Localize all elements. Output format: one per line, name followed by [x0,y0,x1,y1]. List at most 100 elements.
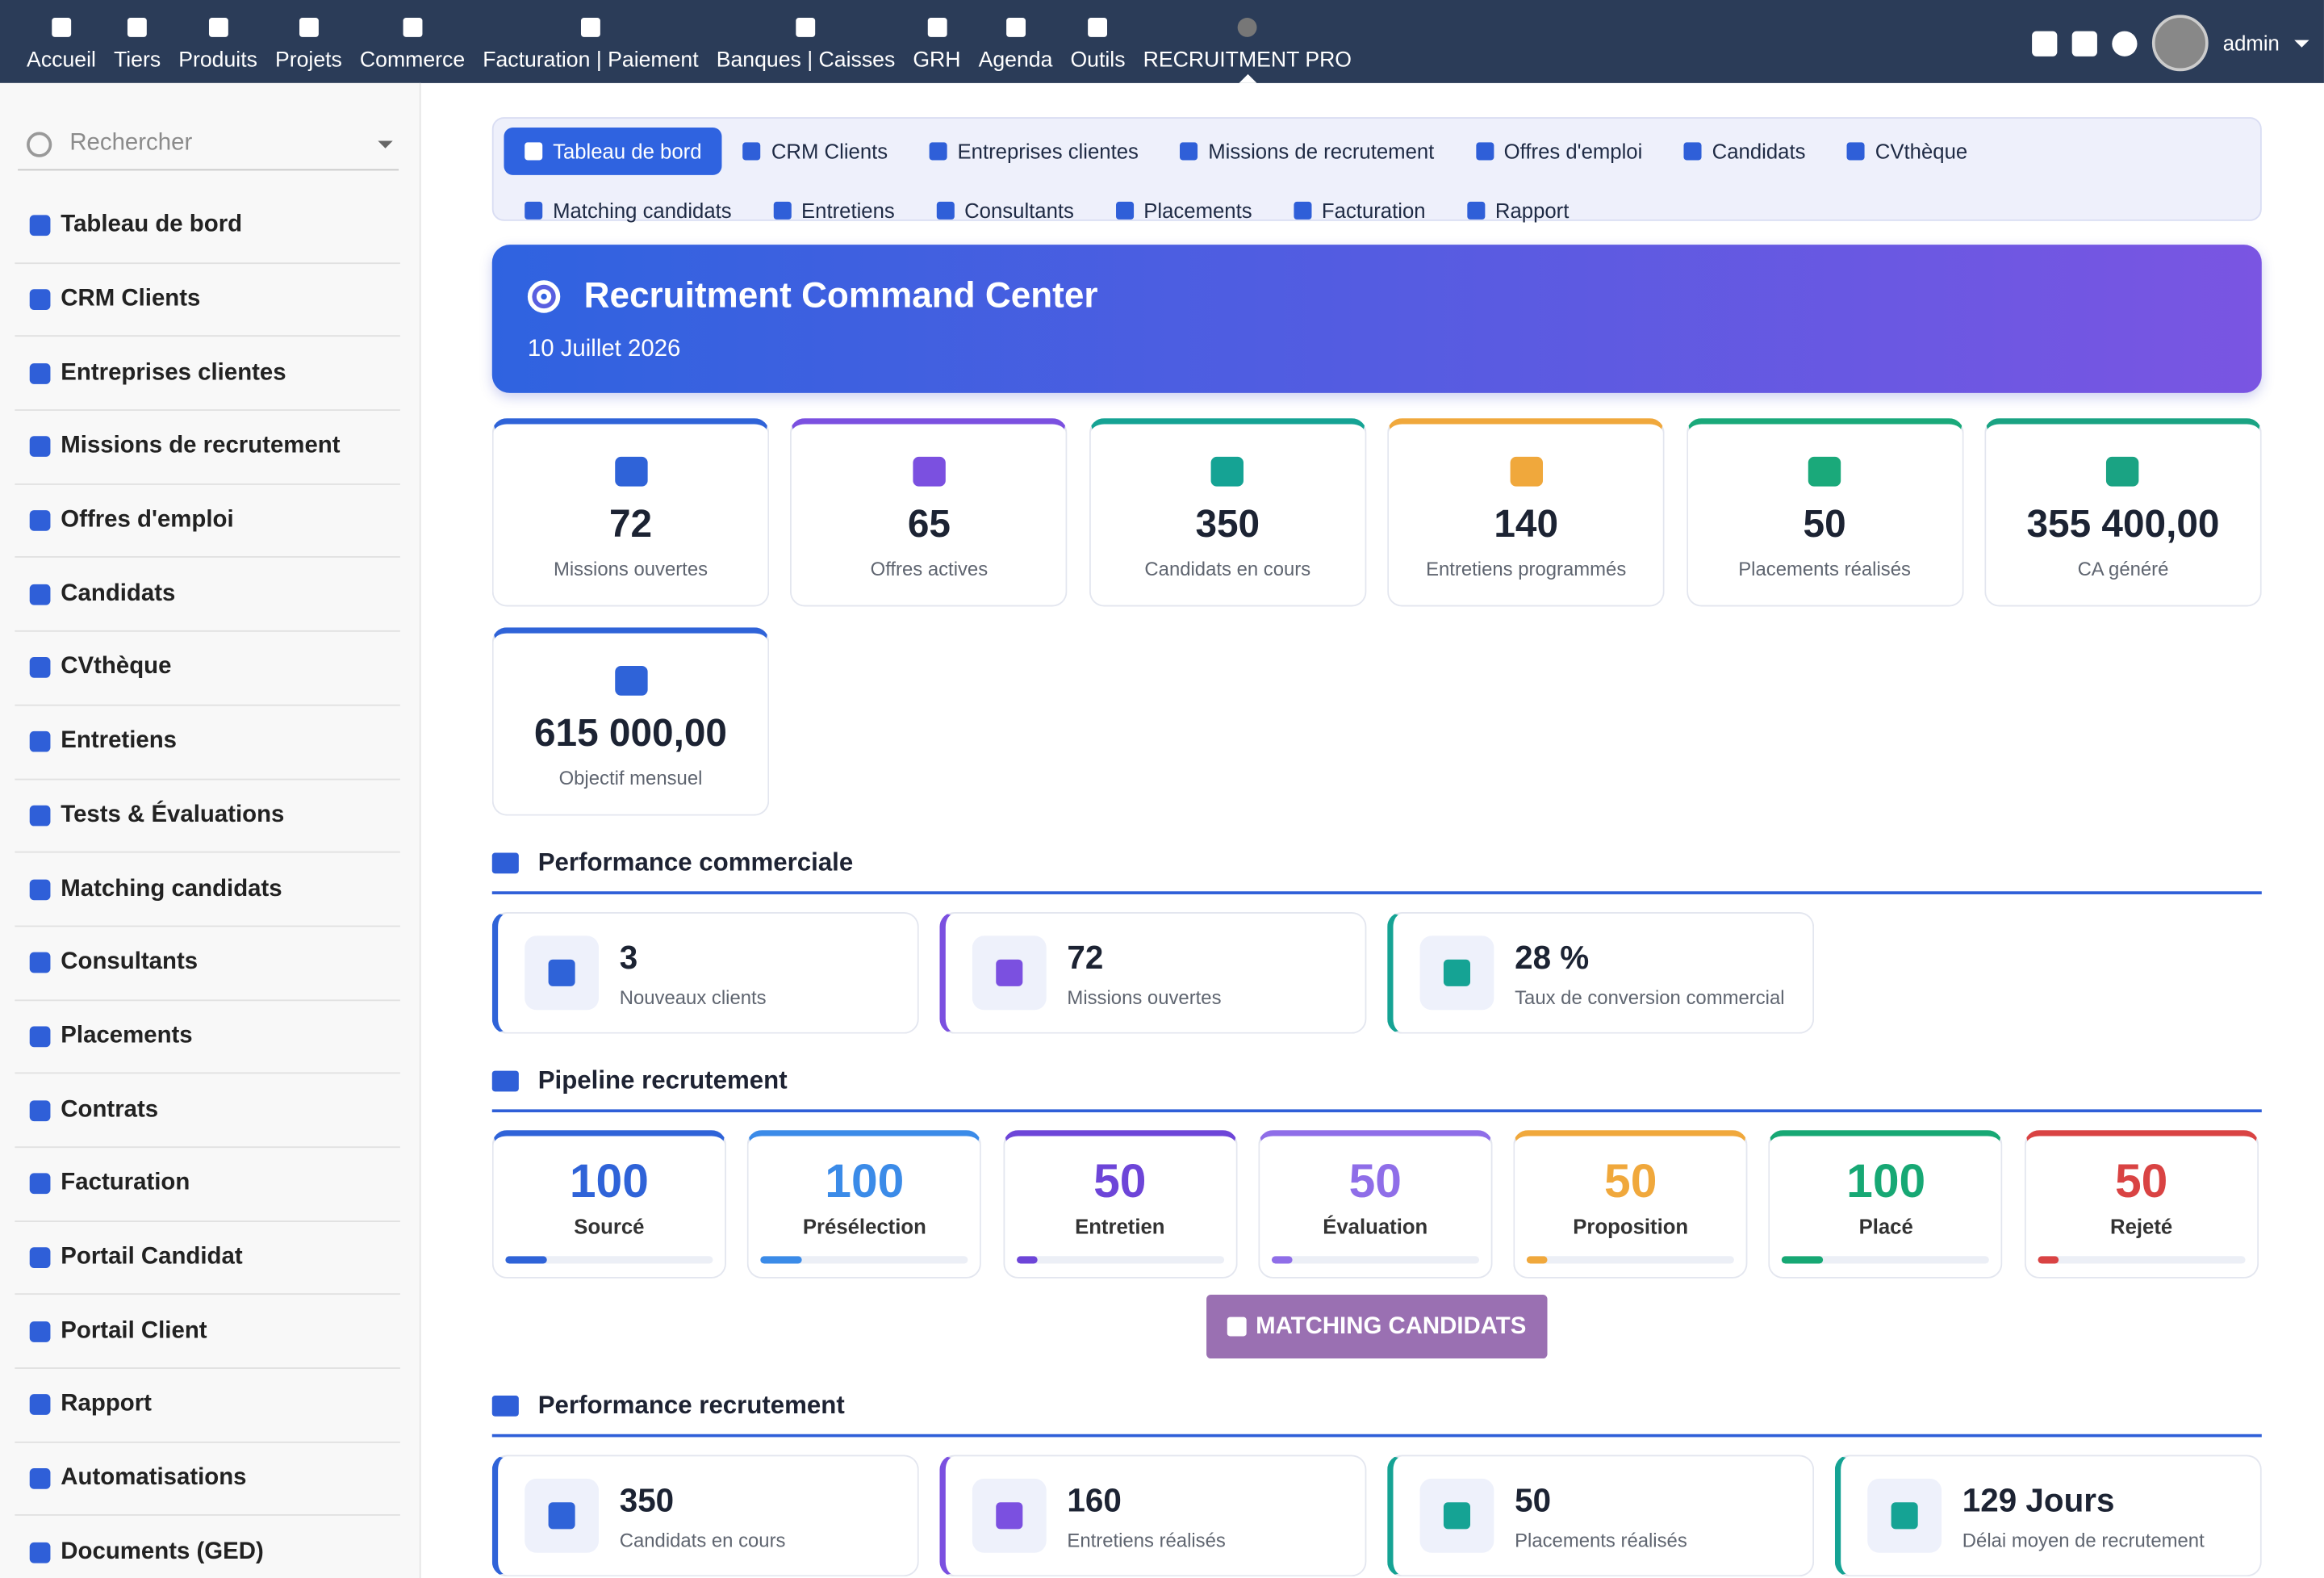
stage-label: Sourcé [574,1214,645,1239]
stage-value: 50 [1348,1153,1402,1208]
sidebar-item[interactable]: Missions de recrutement [15,411,400,485]
stat-value: 72 [1067,938,1104,976]
sidebar-item[interactable]: Consultants [15,927,400,1001]
stat-label: Placements réalisés [1515,1528,1687,1551]
nav-item[interactable]: GRH [904,0,969,83]
tab[interactable]: Offres d'emploi [1455,128,1663,175]
nav-icon [796,18,816,37]
top-right: admin [2031,15,2309,72]
tab[interactable]: CRM Clients [722,128,909,175]
user-avatar[interactable] [2151,15,2209,72]
nav-item[interactable]: Tiers [105,0,169,83]
tab-icon [1475,142,1494,161]
tab[interactable]: Facturation [1273,187,1446,235]
kpi-icon [614,456,647,487]
tab[interactable]: Matching candidats [504,187,752,235]
tab-label: Entretiens [800,199,895,223]
nav-label: RECRUITMENT PRO [1143,48,1352,73]
sidebar-label: CVthèque [61,655,172,680]
sidebar-item[interactable]: CVthèque [15,632,400,706]
stat-text: 50 Placements réalisés [1515,1481,1687,1551]
stage-bar [1271,1256,1293,1264]
sidebar-item[interactable]: Offres d'emploi [15,484,400,559]
nav-item[interactable]: Agenda [970,0,1062,83]
sidebar-item[interactable]: Entretiens [15,705,400,780]
tab-icon [525,201,543,220]
nav-icon [1088,18,1108,37]
kpi-value: 140 [1494,501,1559,546]
sidebar-icon [29,657,51,679]
tab[interactable]: Placements [1095,187,1273,235]
sidebar-item[interactable]: Rapport [15,1369,400,1443]
top-nav: Accueil Tiers Produits Projets Commerce Factu… [0,0,2324,83]
nav-item[interactable]: Outils [1061,0,1134,83]
search-placeholder: Rechercher [69,130,193,156]
user-caret[interactable] [2294,39,2309,54]
tab-label: Offres d'emploi [1503,139,1643,164]
tab[interactable]: CVthèque [1826,128,1988,175]
nav-icon [127,18,148,37]
tab[interactable]: Rapport [1446,187,1590,235]
sidebar-label: Portail Candidat [61,1244,243,1270]
star-icon[interactable] [2031,30,2058,56]
sidebar-item[interactable]: Tests & Évaluations [15,780,400,853]
kpi-label: Candidats en cours [1144,557,1311,580]
stage-track [2038,1256,2246,1264]
nav-item[interactable]: Produits [169,0,266,83]
nav-item[interactable]: Commerce [351,0,474,83]
stage-value: 50 [1093,1153,1147,1208]
tab[interactable]: Missions de recrutement [1160,128,1455,175]
button-icon [1227,1316,1248,1337]
tab-icon [525,142,543,161]
nav-item[interactable]: Facturation | Paiement [474,0,708,83]
sidebar-icon [29,952,51,973]
stat-value: 50 [1515,1480,1552,1518]
sidebar-item[interactable]: CRM Clients [15,263,400,337]
stage-bar [760,1256,803,1264]
kpi-card: 140 Entretiens programmés [1387,418,1665,607]
sidebar-item[interactable]: Candidats [15,559,400,632]
nav-item[interactable]: Banques | Caisses [708,0,905,83]
pipeline-card: 50 Évaluation [1258,1130,1493,1279]
tab[interactable]: Tableau de bord [504,128,723,175]
stat-icon-box [1867,1478,1942,1553]
nav-item[interactable]: Accueil [18,0,105,83]
print-icon[interactable] [2071,30,2097,56]
tab-label: Missions de recrutement [1208,139,1435,164]
sidebar-item[interactable]: Tableau de bord [15,190,400,264]
help-icon[interactable] [2112,30,2138,56]
stat-card: 72 Missions ouvertes [939,912,1367,1034]
tab[interactable]: Entreprises clientes [909,128,1160,175]
matching-button[interactable]: MATCHING CANDIDATS [1206,1295,1548,1359]
sidebar-item[interactable]: Entreprises clientes [15,337,400,412]
pipeline-card: 50 Rejeté [2024,1130,2259,1279]
sidebar-icon [29,216,51,236]
sidebar-label: Tests & Évaluations [61,802,285,827]
sidebar-item[interactable]: Documents (GED) [15,1517,400,1578]
sidebar-item[interactable]: Contrats [15,1074,400,1149]
tab[interactable]: Candidats [1663,128,1826,175]
stage-track [1527,1256,1735,1264]
tab[interactable]: Consultants [916,187,1095,235]
tab[interactable]: Entretiens [752,187,915,235]
nav-label: GRH [913,48,961,73]
kpi-card: 72 Missions ouvertes [491,418,770,607]
sidebar-icon [29,1247,51,1268]
search-caret [378,140,393,155]
stat-text: 350 Candidats en cours [620,1481,786,1551]
user-name[interactable]: admin [2222,31,2280,55]
sidebar-item[interactable]: Portail Candidat [15,1221,400,1295]
sidebar-item[interactable]: Facturation [15,1148,400,1222]
nav-item[interactable]: RECRUITMENT PRO [1135,0,1361,83]
search-box[interactable]: Rechercher [18,119,399,171]
section-title: Performance commerciale [537,848,854,877]
sidebar-item[interactable]: Automatisations [15,1442,400,1517]
stage-label: Évaluation [1323,1214,1428,1239]
sidebar-item[interactable]: Portail Client [15,1295,400,1369]
tab-label: Tableau de bord [553,139,702,164]
sidebar-item[interactable]: Matching candidats [15,853,400,927]
stage-value: 100 [1846,1153,1926,1208]
stat-icon [1443,959,1471,986]
nav-item[interactable]: Projets [266,0,351,83]
sidebar-item[interactable]: Placements [15,1000,400,1074]
